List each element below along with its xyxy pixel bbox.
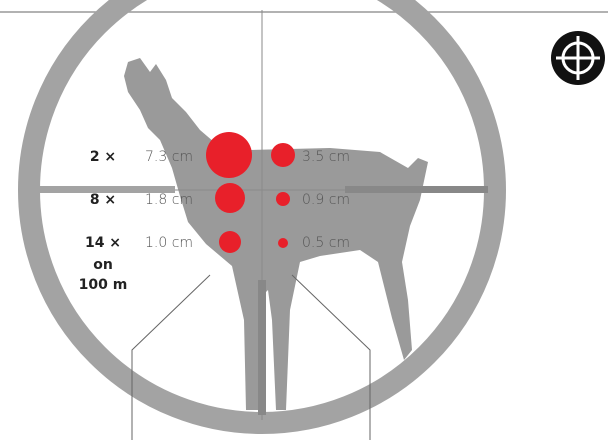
distance-note: 100 m	[79, 277, 128, 293]
hit-dot	[271, 143, 295, 167]
magnification: 2 ×	[90, 149, 116, 165]
hit-dot	[215, 183, 245, 213]
spread-right: 0.9 cm	[302, 192, 350, 208]
scope-diagram: 2 × 8 × 14 × on 100 m 7.3 cm 1.8 cm 1.0 …	[0, 0, 608, 440]
spread-right: 3.5 cm	[302, 149, 350, 165]
magnification: 8 ×	[90, 192, 116, 208]
reticle-post-bottom	[258, 280, 266, 415]
scope-icon	[551, 31, 605, 85]
hit-dot	[278, 238, 288, 248]
spread-right: 0.5 cm	[302, 235, 350, 251]
spread-left: 7.3 cm	[145, 149, 193, 165]
hit-dot	[276, 192, 290, 206]
distance-note: on	[93, 257, 113, 273]
hit-dot	[219, 231, 241, 253]
magnification: 14 ×	[85, 235, 121, 251]
spread-left: 1.8 cm	[145, 192, 193, 208]
spread-left: 1.0 cm	[145, 235, 193, 251]
reticle-post-right	[345, 186, 488, 193]
chamois-silhouette	[124, 58, 428, 410]
hit-dot	[206, 132, 252, 178]
